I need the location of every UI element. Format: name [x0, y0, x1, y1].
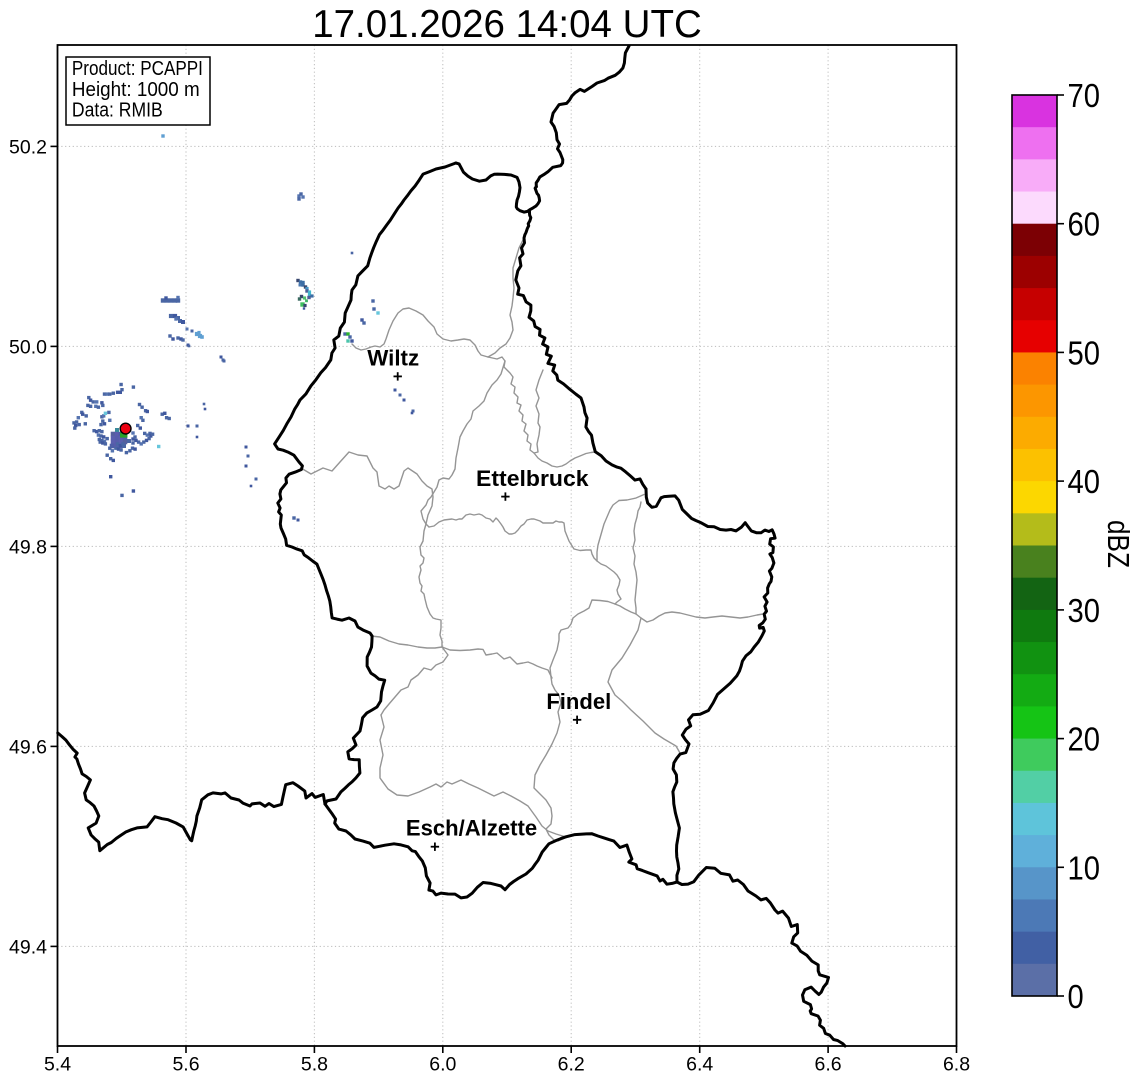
svg-text:0: 0: [1068, 978, 1084, 1015]
svg-text:6.2: 6.2: [558, 1054, 585, 1076]
svg-text:Ettelbruck: Ettelbruck: [476, 466, 589, 491]
svg-text:5.4: 5.4: [44, 1054, 71, 1076]
svg-text:dBZ: dBZ: [1101, 520, 1135, 568]
svg-text:6.8: 6.8: [943, 1054, 970, 1076]
svg-text:20: 20: [1068, 721, 1101, 758]
svg-text:6.0: 6.0: [429, 1054, 456, 1076]
svg-text:70: 70: [1068, 77, 1101, 114]
svg-text:Product: PCAPPI: Product: PCAPPI: [72, 58, 203, 80]
svg-text:5.6: 5.6: [172, 1054, 199, 1076]
svg-text:50.0: 50.0: [9, 336, 47, 358]
svg-text:49.6: 49.6: [9, 736, 47, 758]
svg-text:60: 60: [1068, 206, 1101, 243]
svg-text:6.6: 6.6: [815, 1054, 842, 1076]
svg-text:50: 50: [1068, 334, 1101, 371]
svg-text:Height: 1000 m: Height: 1000 m: [72, 79, 200, 101]
svg-text:5.8: 5.8: [301, 1054, 328, 1076]
svg-text:10: 10: [1068, 849, 1101, 886]
svg-text:Wiltz: Wiltz: [367, 346, 419, 371]
svg-text:17.01.2026 14:04 UTC: 17.01.2026 14:04 UTC: [312, 3, 702, 46]
svg-text:49.8: 49.8: [9, 536, 47, 558]
svg-text:Data: RMIB: Data: RMIB: [72, 99, 163, 121]
svg-text:49.4: 49.4: [9, 936, 47, 958]
svg-text:30: 30: [1068, 592, 1101, 629]
svg-text:Esch/Alzette: Esch/Alzette: [406, 815, 537, 840]
svg-text:40: 40: [1068, 463, 1101, 500]
svg-text:50.2: 50.2: [9, 136, 47, 158]
svg-text:6.4: 6.4: [686, 1054, 713, 1076]
svg-text:Findel: Findel: [546, 689, 611, 714]
